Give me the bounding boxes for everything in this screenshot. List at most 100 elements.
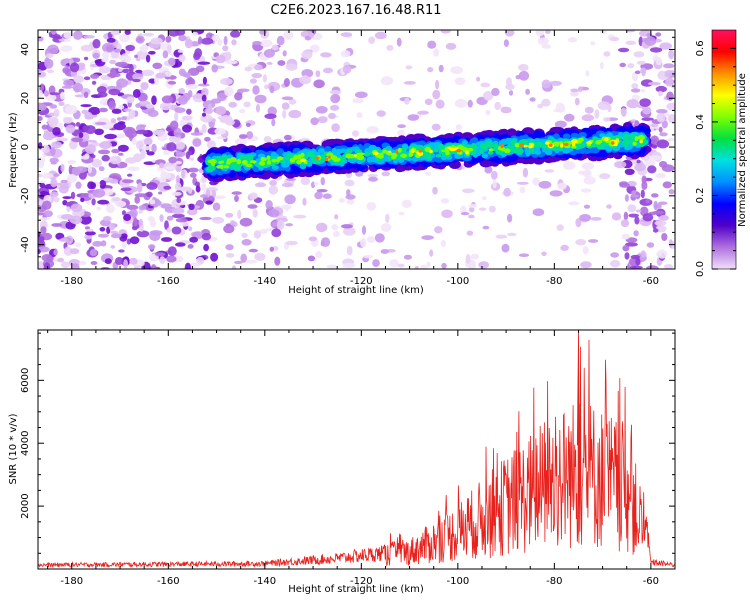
signal-blob xyxy=(638,143,645,147)
signal-blob xyxy=(578,138,583,144)
noise-blob xyxy=(299,75,312,85)
noise-blob xyxy=(53,249,58,256)
noise-blob xyxy=(268,185,279,195)
noise-blob xyxy=(81,109,89,115)
noise-blob xyxy=(178,54,186,62)
noise-blob xyxy=(133,217,138,227)
noise-blob xyxy=(414,266,419,269)
signal-blob xyxy=(266,155,271,161)
noise-blob xyxy=(52,126,61,136)
noise-blob xyxy=(64,104,78,115)
noise-blob xyxy=(344,179,355,187)
noise-blob xyxy=(482,225,490,230)
signal-blob xyxy=(632,141,637,146)
noise-blob xyxy=(490,170,498,180)
noise-blob xyxy=(122,179,134,184)
noise-blob xyxy=(118,104,125,110)
signal-blob xyxy=(488,148,494,152)
noise-blob xyxy=(440,30,451,34)
signal-blob xyxy=(429,149,433,154)
noise-blob xyxy=(281,96,294,101)
noise-blob xyxy=(97,233,109,238)
signal-blob xyxy=(456,149,462,153)
noise-blob xyxy=(262,74,267,83)
signal-blob xyxy=(406,156,413,161)
noise-blob xyxy=(138,218,144,227)
noise-blob xyxy=(237,88,250,93)
noise-blob xyxy=(63,246,73,256)
noise-blob xyxy=(655,172,666,179)
noise-blob xyxy=(252,41,262,45)
noise-blob xyxy=(159,102,172,111)
noise-blob xyxy=(215,54,226,64)
colorbar-gradient xyxy=(711,29,737,270)
noise-blob xyxy=(92,240,103,247)
noise-blob xyxy=(188,226,193,232)
noise-blob xyxy=(238,134,248,139)
noise-blob xyxy=(655,32,662,37)
noise-blob xyxy=(627,204,637,213)
noise-blob xyxy=(200,194,208,198)
signal-blob xyxy=(293,155,299,160)
noise-blob xyxy=(38,115,43,122)
noise-blob xyxy=(73,75,85,84)
noise-blob xyxy=(254,64,263,71)
signal-blob xyxy=(206,165,214,172)
x-tick-label: -160 xyxy=(157,576,180,587)
noise-blob xyxy=(79,260,87,266)
noise-blob xyxy=(178,88,186,94)
noise-blob xyxy=(316,222,328,233)
noise-blob xyxy=(210,98,222,104)
noise-blob xyxy=(302,197,307,206)
noise-blob xyxy=(454,77,466,86)
noise-blob xyxy=(62,200,68,206)
noise-blob xyxy=(111,108,122,114)
noise-blob xyxy=(53,173,60,177)
noise-blob xyxy=(175,175,181,185)
noise-blob xyxy=(143,32,155,37)
noise-blob xyxy=(249,192,258,200)
signal-blob xyxy=(397,147,402,153)
noise-blob xyxy=(263,49,275,58)
noise-blob xyxy=(255,103,261,113)
noise-blob xyxy=(603,117,611,122)
noise-blob xyxy=(109,59,116,65)
colorbar-tick-label: 0.0 xyxy=(695,261,706,277)
noise-blob xyxy=(244,66,253,72)
noise-blob xyxy=(450,66,464,74)
noise-blob xyxy=(269,85,275,94)
noise-blob xyxy=(126,204,139,211)
noise-blob xyxy=(427,40,437,49)
noise-blob xyxy=(72,82,84,93)
noise-blob xyxy=(223,35,228,46)
colorbar-tick-label: 0.2 xyxy=(695,188,706,204)
noise-blob xyxy=(197,83,210,87)
noise-blob xyxy=(224,60,238,65)
noise-blob xyxy=(133,153,143,163)
noise-blob xyxy=(420,264,428,269)
noise-blob xyxy=(85,144,96,155)
noise-blob xyxy=(661,233,668,241)
noise-blob xyxy=(330,93,341,104)
signal-blob xyxy=(563,142,569,146)
signal-blob xyxy=(223,165,230,169)
noise-blob xyxy=(71,137,84,143)
noise-blob xyxy=(80,104,92,108)
noise-blob xyxy=(247,204,258,209)
noise-blob xyxy=(70,191,76,200)
noise-blob xyxy=(575,218,582,228)
noise-blob xyxy=(245,122,251,127)
noise-blob xyxy=(43,90,50,97)
signal-blob xyxy=(418,149,423,153)
noise-blob xyxy=(300,177,311,186)
noise-blob xyxy=(532,177,541,186)
noise-blob xyxy=(107,73,121,78)
noise-blob xyxy=(204,136,211,142)
noise-blob xyxy=(276,35,285,46)
noise-blob xyxy=(607,104,612,113)
signal-blob xyxy=(435,154,442,158)
signal-blob xyxy=(300,152,305,158)
signal-blob xyxy=(236,159,242,165)
noise-blob xyxy=(285,63,298,71)
signal-blob xyxy=(318,148,325,154)
